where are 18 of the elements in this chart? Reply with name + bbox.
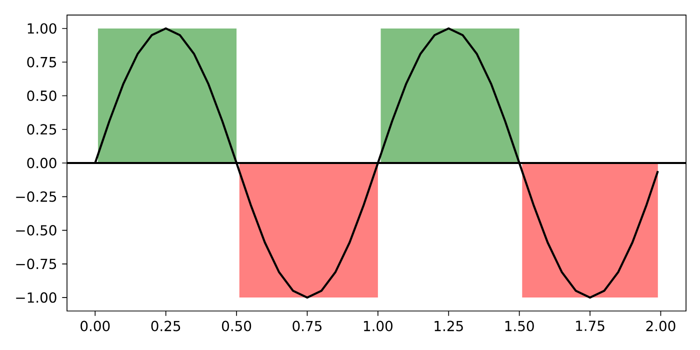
y-tick-label: −0.50: [16, 225, 56, 236]
y-tick-label: 0.00: [27, 158, 56, 168]
x-tick-label: 0.25: [151, 320, 180, 332]
y-tick-label: −0.75: [16, 258, 56, 270]
x-tick-label: 1.25: [434, 320, 463, 332]
x-tick-label: 1.75: [576, 320, 604, 332]
x-tick-label: 0.00: [80, 320, 110, 332]
y-tick-label: −0.25: [16, 191, 56, 202]
y-tick-label: 0.75: [27, 56, 56, 68]
x-tick-label: 2.00: [646, 320, 676, 332]
y-tick-label: 1.00: [28, 23, 56, 34]
y-tick-label: 0.50: [27, 90, 56, 101]
x-tick-label: 1.00: [364, 320, 392, 332]
y-tick-label: 0.25: [27, 124, 56, 135]
x-tick-label: 1.50: [505, 320, 534, 332]
y-tick-label: −1.00: [16, 292, 56, 303]
x-tick-label: 0.75: [292, 320, 322, 332]
x-tick-label: 0.50: [222, 320, 252, 332]
